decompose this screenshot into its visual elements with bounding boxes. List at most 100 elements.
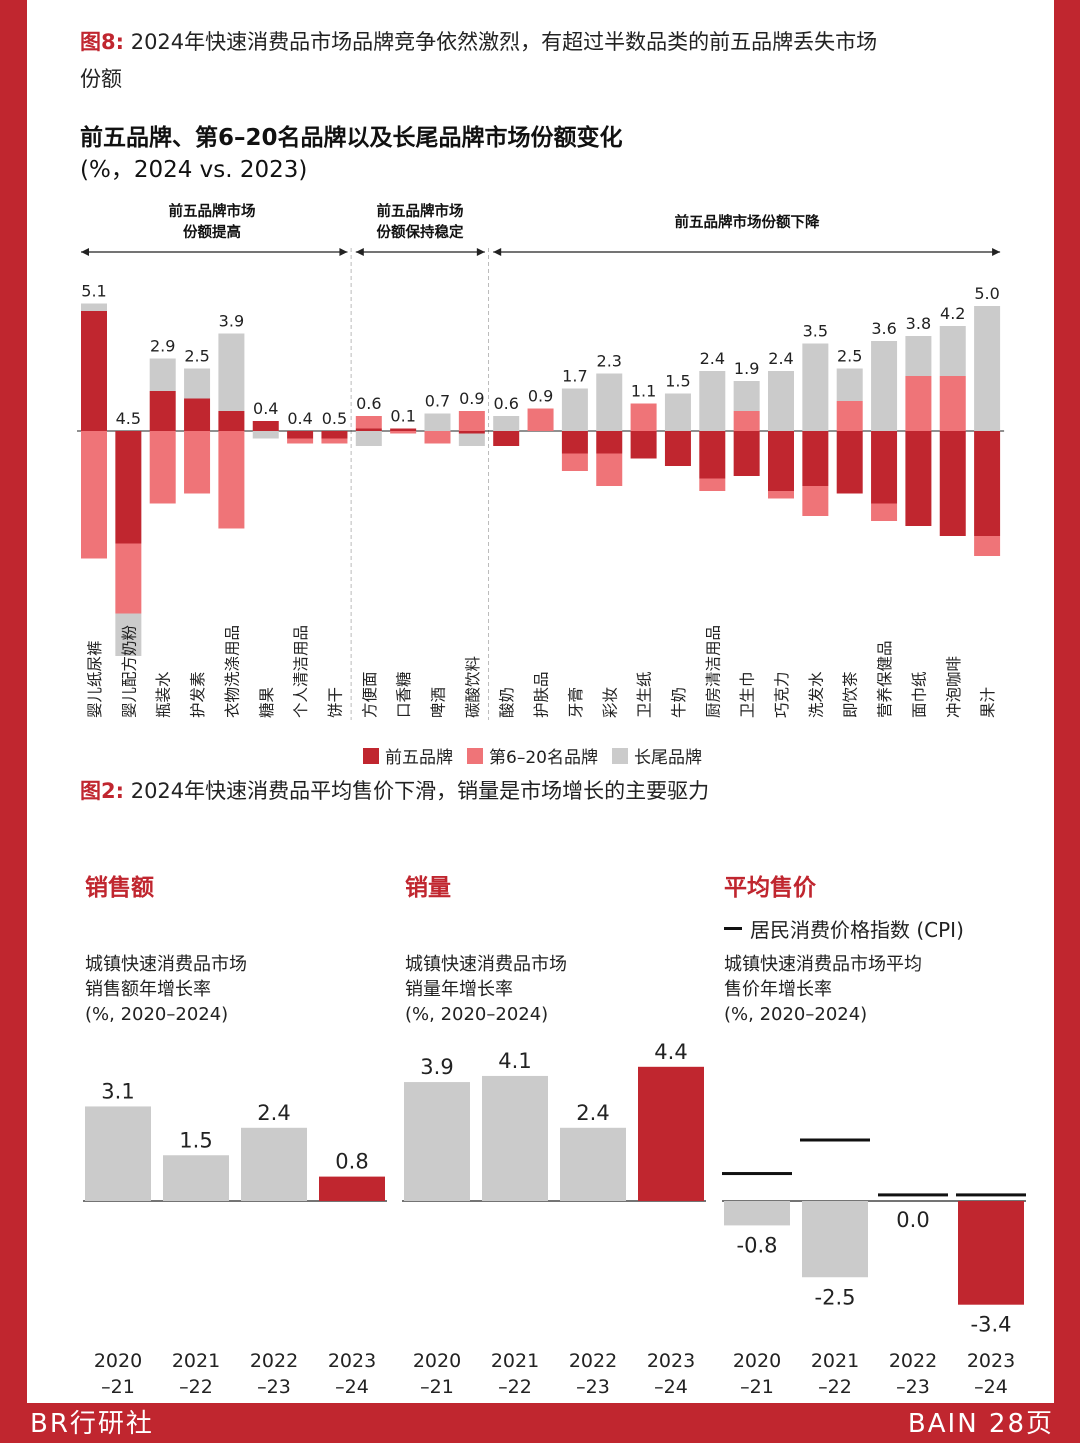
bar-value-label: 2.4 bbox=[700, 349, 725, 368]
cpi-mark bbox=[800, 1138, 870, 1142]
bar-segment bbox=[81, 431, 107, 559]
category-label: 即饮茶 bbox=[842, 671, 860, 718]
bar-value-label: 0.0 bbox=[896, 1208, 929, 1232]
bar-value-label: 3.8 bbox=[906, 314, 931, 333]
bar-segment bbox=[768, 371, 794, 431]
bar-value-label: 3.1 bbox=[101, 1079, 134, 1103]
chart-title: 前五品牌、第6–20名品牌以及长尾品牌市场份额变化 bbox=[80, 125, 623, 151]
bar-segment bbox=[974, 306, 1001, 431]
bar-value-label: 0.8 bbox=[335, 1150, 368, 1174]
bar-value-label: 2.4 bbox=[576, 1101, 609, 1125]
bar-segment bbox=[149, 431, 176, 504]
category-label: 衣物洗涤用品 bbox=[223, 625, 241, 718]
section-label-rise: 前五品牌市场 份额提高 bbox=[112, 202, 312, 244]
panel-sub-sales-2: 销售额年增长率 bbox=[85, 979, 211, 1000]
section-stable-line1: 前五品牌市场 bbox=[376, 204, 464, 220]
bar-segment bbox=[115, 431, 142, 544]
bar-segment bbox=[561, 453, 588, 471]
bar-segment bbox=[905, 336, 932, 376]
bar-segment bbox=[699, 371, 726, 431]
bar-value-label: 1.1 bbox=[631, 382, 656, 401]
category-label: 卫生巾 bbox=[739, 671, 757, 718]
category-label: 果汁 bbox=[979, 687, 997, 718]
legend-item-top5: 前五品牌 bbox=[363, 743, 453, 768]
figure8-title: 图8: 2024年快速消费品市场品牌竞争依然激烈，有超过半数品类的前五品牌丢失市… bbox=[80, 24, 877, 61]
bar-value-label: 2.9 bbox=[150, 337, 175, 356]
category-label: 口香糖 bbox=[395, 671, 413, 718]
year-label-top: 2020 bbox=[94, 1350, 142, 1372]
bar-value-label: 2.5 bbox=[184, 347, 209, 366]
bar bbox=[560, 1127, 626, 1201]
bar-value-label: 1.5 bbox=[179, 1128, 212, 1152]
footer-source-right: BAIN 28页 bbox=[907, 1409, 1054, 1439]
bar-value-label: 4.4 bbox=[654, 1040, 687, 1064]
content-panel: 图8: 2024年快速消费品市场品牌竞争依然激烈，有超过半数品类的前五品牌丢失市… bbox=[27, 0, 1054, 1403]
bar bbox=[724, 1201, 790, 1226]
category-label: 啤酒 bbox=[430, 687, 448, 718]
year-label-top: 2022 bbox=[250, 1350, 298, 1372]
bar-segment bbox=[939, 376, 966, 431]
bar-segment bbox=[871, 503, 898, 521]
category-label: 面巾纸 bbox=[910, 671, 928, 718]
bar-segment bbox=[974, 536, 1001, 556]
bar-segment bbox=[184, 368, 211, 399]
year-label-bottom: –22 bbox=[179, 1376, 213, 1398]
bar-segment bbox=[768, 491, 794, 499]
year-label-bottom: –23 bbox=[257, 1376, 291, 1398]
bar-segment bbox=[493, 416, 520, 431]
bar-value-label: 2.5 bbox=[837, 347, 862, 366]
footer-source-left: BR行研社 bbox=[30, 1409, 154, 1439]
group-arrow-head-left-2 bbox=[493, 248, 502, 256]
category-label: 个人清洁用品 bbox=[292, 625, 310, 718]
year-label-bottom: –23 bbox=[576, 1376, 610, 1398]
bar-value-label: 2.4 bbox=[257, 1101, 290, 1125]
category-label: 婴儿配方奶粉 bbox=[120, 625, 138, 718]
legend-item-longtail: 长尾品牌 bbox=[611, 743, 702, 768]
bar-value-label: 0.5 bbox=[322, 409, 347, 428]
bar bbox=[482, 1075, 548, 1201]
category-label: 彩妆 bbox=[601, 687, 619, 718]
bar bbox=[802, 1201, 868, 1278]
bar-value-label: 2.3 bbox=[597, 352, 622, 371]
category-label: 方便面 bbox=[361, 671, 379, 718]
bar-segment bbox=[836, 368, 863, 401]
bar bbox=[163, 1155, 229, 1201]
panel-sub-volume-2: 销量年增长率 bbox=[405, 979, 513, 1000]
bar-segment bbox=[355, 431, 382, 446]
legend-swatch-6-20 bbox=[467, 747, 483, 764]
bar-segment bbox=[630, 431, 657, 459]
bar-segment bbox=[424, 413, 451, 431]
panel-sub-price-3: (%, 2020–2024) bbox=[724, 1004, 868, 1025]
year-label-bottom: –22 bbox=[498, 1376, 532, 1398]
category-label: 碳酸饮料 bbox=[464, 656, 482, 718]
bar-segment bbox=[596, 431, 623, 454]
bar-segment bbox=[664, 393, 691, 431]
cpi-legend-swatch bbox=[724, 927, 742, 930]
bar-value-label: 4.5 bbox=[116, 409, 141, 428]
panel-sub-price: 城镇快速消费品市场平均 售价年增长率 (%, 2020–2024) bbox=[724, 952, 922, 1027]
bar-segment bbox=[184, 431, 211, 494]
year-label-bottom: –24 bbox=[654, 1376, 688, 1398]
legend-swatch-longtail bbox=[611, 747, 628, 764]
bar-value-label: 0.6 bbox=[493, 394, 518, 413]
panel-sub-sales-3: (%, 2020–2024) bbox=[85, 1004, 229, 1025]
panel-title-sales: 销售额 bbox=[85, 875, 154, 901]
cpi-mark bbox=[878, 1193, 948, 1197]
year-label-bottom: –21 bbox=[420, 1376, 454, 1398]
year-label-bottom: –21 bbox=[740, 1376, 774, 1398]
year-label-bottom: –23 bbox=[896, 1376, 930, 1398]
bar-segment bbox=[733, 431, 760, 476]
chart-subtitle: (%，2024 vs. 2023) bbox=[80, 157, 308, 183]
category-label: 厨房清洁用品 bbox=[704, 625, 722, 718]
bar-segment bbox=[252, 431, 279, 439]
bar-segment bbox=[733, 411, 760, 431]
bar-segment bbox=[355, 428, 382, 431]
bar bbox=[319, 1176, 385, 1201]
group-arrow-head-right-0 bbox=[339, 248, 348, 256]
category-label: 护发素 bbox=[189, 671, 207, 718]
bar-value-label: -2.5 bbox=[815, 1285, 856, 1309]
bar bbox=[638, 1066, 704, 1201]
bar-segment bbox=[699, 431, 726, 479]
bar-segment bbox=[218, 431, 245, 529]
bar-segment bbox=[802, 486, 829, 516]
